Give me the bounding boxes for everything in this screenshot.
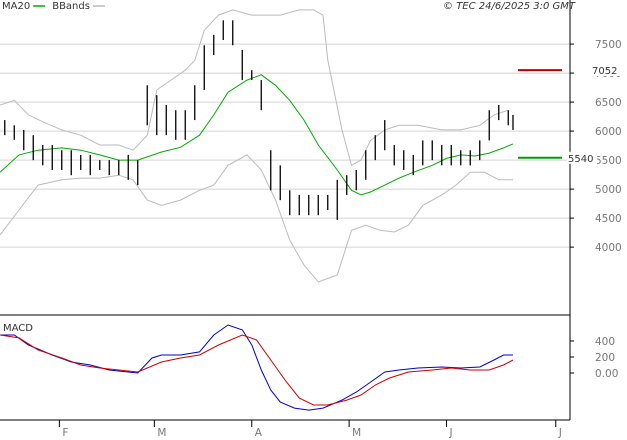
x-tick-label: M [352, 427, 361, 439]
level-label-bg [567, 151, 597, 164]
y-tick-label: 0.00 [595, 368, 618, 380]
y-tick-label: 5500 [595, 155, 622, 167]
y-tick-label: 200 [595, 352, 615, 364]
y-tick-label: 4500 [595, 213, 622, 225]
y-tick-label: 5000 [595, 184, 622, 196]
y-tick-label: 400 [595, 336, 615, 348]
grid-layer [0, 43, 570, 248]
legend-label: MA20 [2, 1, 30, 12]
y-tick-label: 6000 [595, 126, 622, 138]
macd-title: MACD [3, 323, 33, 334]
x-tick-label: J [558, 427, 562, 439]
y-tick-label: 7500 [595, 39, 622, 51]
level-label: 5540 [568, 154, 593, 165]
y-tick-label: 6500 [595, 97, 622, 109]
bollinger-band [0, 154, 513, 283]
x-tick-label: J [449, 427, 453, 439]
level-label: 7052 [592, 66, 617, 77]
x-tick-label: A [255, 427, 263, 439]
bollinger-band [0, 9, 509, 167]
credit: © TEC 24/6/2025 3:0 GMT [443, 1, 576, 12]
legend-label: BBands [52, 1, 90, 12]
x-tick-label: F [62, 427, 68, 439]
macd-line [0, 334, 514, 406]
x-tick-label: M [157, 427, 166, 439]
y-tick-label: 4000 [595, 242, 622, 254]
marks-layer [0, 9, 514, 411]
level-label-bg [591, 64, 621, 77]
